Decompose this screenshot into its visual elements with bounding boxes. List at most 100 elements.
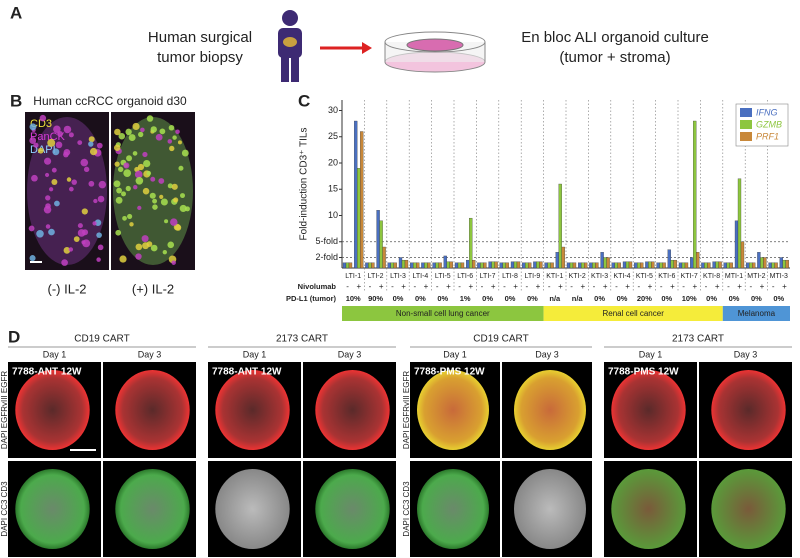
sample-label: LTI-6: [457, 273, 473, 280]
cell: [173, 197, 179, 203]
bar: [746, 262, 750, 269]
y-axis-label: Fold-induction CD3⁺ TILs: [299, 128, 310, 241]
bar: [357, 168, 361, 269]
bar: [365, 262, 369, 269]
pdl1-label: 0%: [751, 294, 762, 303]
pdl1-label: 10%: [682, 294, 697, 303]
y-tick-label: 25: [328, 131, 338, 141]
person-icon: [278, 10, 302, 82]
right-text: En bloc ALI organoid culture: [521, 29, 709, 46]
cancer-band: [342, 306, 544, 321]
day-label: Day 1: [43, 349, 67, 359]
bar: [628, 261, 633, 269]
pdl1-label: 0%: [482, 294, 493, 303]
sample-label: LTI-3: [390, 273, 406, 280]
cell: [121, 191, 126, 197]
cell: [63, 246, 71, 254]
bar: [525, 262, 529, 269]
nivolumab-label: -: [570, 282, 573, 291]
sample-label: 7788-PMS 12W: [414, 367, 485, 378]
cell: [115, 196, 123, 204]
nivolumab-label: +: [536, 282, 541, 291]
day-label: Day 3: [535, 349, 559, 359]
cell: [45, 172, 50, 178]
organoid: [711, 370, 786, 450]
day-label: Day 1: [243, 349, 267, 359]
cell: [135, 253, 142, 260]
cell: [63, 125, 72, 134]
bar: [401, 259, 406, 269]
nivolumab-label: +: [491, 282, 496, 291]
y-tick-label: 15: [328, 184, 338, 194]
cell: [181, 149, 189, 157]
bar: [550, 262, 554, 269]
bar: [763, 257, 767, 269]
day-label: Day 3: [138, 349, 162, 359]
organoid: [215, 469, 290, 549]
bar: [404, 259, 409, 269]
bar: [656, 262, 660, 269]
cell: [71, 179, 77, 185]
bar: [561, 246, 565, 269]
cell: [80, 158, 89, 167]
bar: [387, 262, 391, 269]
cell: [172, 135, 177, 140]
bar: [424, 262, 428, 269]
y-tick-label: 2-fold: [315, 252, 338, 262]
panel-label: A: [10, 3, 22, 22]
bar: [477, 262, 481, 269]
bar: [617, 262, 621, 269]
y-tick-label: 5-fold: [315, 236, 338, 246]
nivolumab-label: +: [760, 282, 765, 291]
day-label: Day 1: [639, 349, 663, 359]
cell: [97, 195, 105, 203]
bar: [368, 262, 372, 269]
nivolumab-label: -: [593, 282, 596, 291]
bar: [603, 257, 607, 269]
organoid: [315, 370, 390, 450]
cell: [31, 174, 38, 182]
cell: [28, 225, 35, 232]
bar: [678, 262, 683, 269]
cell: [123, 162, 130, 169]
cell: [48, 228, 55, 236]
bar: [622, 261, 627, 269]
bar: [410, 262, 414, 269]
bar: [393, 262, 397, 269]
cell: [81, 240, 86, 245]
cell: [39, 114, 47, 122]
bar: [460, 262, 465, 269]
bar: [611, 262, 615, 269]
nivolumab-label: -: [413, 282, 416, 291]
bar: [491, 261, 495, 269]
cell: [126, 155, 133, 162]
nivolumab-label: -: [705, 282, 708, 291]
bar: [572, 262, 577, 269]
nivolumab-label: -: [637, 282, 640, 291]
bar: [466, 259, 470, 269]
sample-label: KTI-1: [546, 273, 563, 280]
sample-label: LTI-2: [368, 273, 384, 280]
organoid: [215, 370, 290, 450]
cell: [135, 176, 144, 185]
sample-label: KTI-5: [636, 273, 653, 280]
cell: [49, 187, 54, 192]
bar: [528, 262, 532, 269]
pdl1-label: 0%: [415, 294, 426, 303]
panel-title: Human ccRCC organoid d30: [33, 94, 187, 108]
bar: [684, 262, 689, 269]
bar: [718, 261, 722, 269]
cancer-label: Renal cell cancer: [603, 309, 665, 318]
cell: [114, 128, 121, 136]
nivolumab-label: +: [558, 282, 563, 291]
cell: [88, 180, 95, 187]
bar: [749, 262, 753, 269]
bar: [779, 257, 783, 269]
cell: [68, 186, 74, 192]
cell: [44, 157, 52, 165]
bar: [413, 262, 417, 269]
cell: [125, 185, 131, 192]
bar: [522, 262, 526, 269]
cell: [36, 230, 44, 238]
sample-label: KTI-8: [703, 273, 720, 280]
